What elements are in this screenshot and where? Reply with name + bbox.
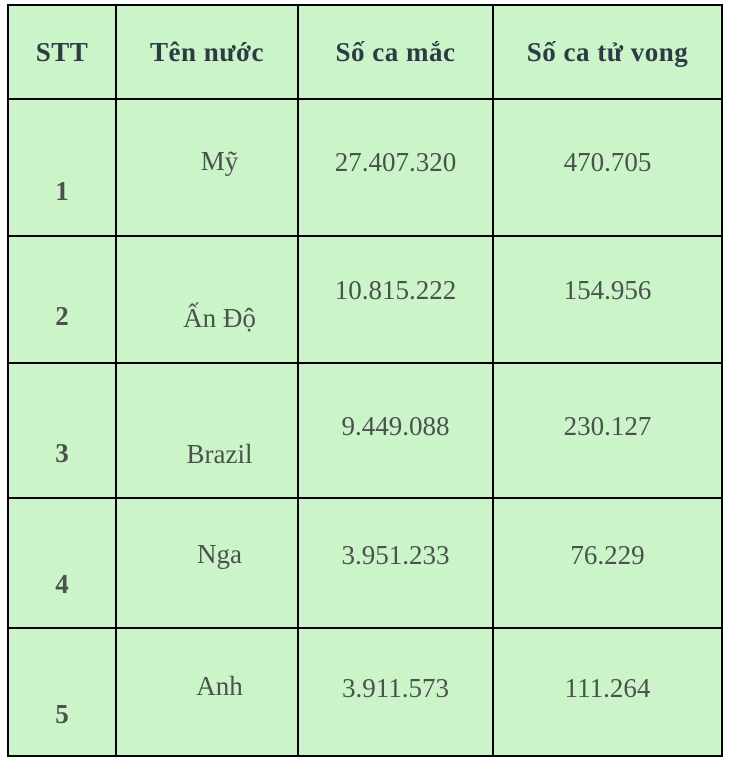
- header-country: Tên nước: [115, 4, 299, 100]
- country-name: Brazil: [186, 439, 253, 469]
- deaths-value: 230.127: [563, 411, 652, 441]
- row-index: 5: [55, 698, 69, 729]
- deaths-value: 76.229: [570, 539, 645, 570]
- row-index-cell: 5: [7, 627, 117, 757]
- table-row: 2 Ấn Độ 10.815.222 154.956: [7, 235, 723, 364]
- cases-value: 10.815.222: [334, 275, 457, 305]
- table-header-row: STT Tên nước Số ca mắc Số ca tử vong: [7, 4, 723, 100]
- cases-value: 9.449.088: [341, 411, 450, 441]
- cases-cell: 27.407.320: [297, 98, 494, 237]
- header-deaths: Số ca tử vong: [492, 4, 723, 100]
- cases-cell: 3.951.233: [297, 497, 494, 629]
- header-deaths-label: Số ca tử vong: [526, 36, 689, 67]
- country-cell: Ấn Độ: [115, 235, 299, 364]
- country-name: Nga: [197, 538, 242, 569]
- row-index: 2: [55, 301, 69, 331]
- cases-value: 3.911.573: [342, 672, 449, 703]
- country-cell: Brazil: [115, 362, 299, 499]
- table-row: 3 Brazil 9.449.088 230.127: [7, 362, 723, 499]
- country-cell: Anh: [115, 627, 299, 757]
- deaths-value: 111.264: [564, 672, 651, 703]
- country-name: Mỹ: [200, 146, 239, 176]
- deaths-cell: 111.264: [492, 627, 723, 757]
- country-cell: Mỹ: [115, 98, 299, 237]
- row-index-cell: 3: [7, 362, 117, 499]
- row-index: 3: [55, 438, 69, 468]
- deaths-value: 470.705: [563, 147, 652, 177]
- header-cases: Số ca mắc: [297, 4, 494, 100]
- covid-stats-table: STT Tên nước Số ca mắc Số ca tử vong 1 M…: [7, 4, 723, 757]
- row-index: 4: [55, 568, 69, 599]
- cases-cell: 3.911.573: [297, 627, 494, 757]
- cases-value: 27.407.320: [334, 147, 457, 177]
- deaths-cell: 154.956: [492, 235, 723, 364]
- header-cases-label: Số ca mắc: [335, 36, 456, 67]
- deaths-cell: 470.705: [492, 98, 723, 237]
- country-name: Ấn Độ: [183, 303, 256, 333]
- table-row: 4 Nga 3.951.233 76.229: [7, 497, 723, 629]
- deaths-value: 154.956: [563, 275, 652, 305]
- table-row: 1 Mỹ 27.407.320 470.705: [7, 98, 723, 237]
- deaths-cell: 230.127: [492, 362, 723, 499]
- country-cell: Nga: [115, 497, 299, 629]
- header-stt-label: STT: [35, 36, 89, 67]
- cases-value: 3.951.233: [341, 539, 450, 570]
- header-country-label: Tên nước: [150, 36, 264, 67]
- row-index: 1: [55, 176, 69, 206]
- row-index-cell: 1: [7, 98, 117, 237]
- table-row: 5 Anh 3.911.573 111.264: [7, 627, 723, 757]
- cases-cell: 9.449.088: [297, 362, 494, 499]
- row-index-cell: 4: [7, 497, 117, 629]
- row-index-cell: 2: [7, 235, 117, 364]
- country-name: Anh: [196, 670, 243, 701]
- deaths-cell: 76.229: [492, 497, 723, 629]
- cases-cell: 10.815.222: [297, 235, 494, 364]
- header-stt: STT: [7, 4, 117, 100]
